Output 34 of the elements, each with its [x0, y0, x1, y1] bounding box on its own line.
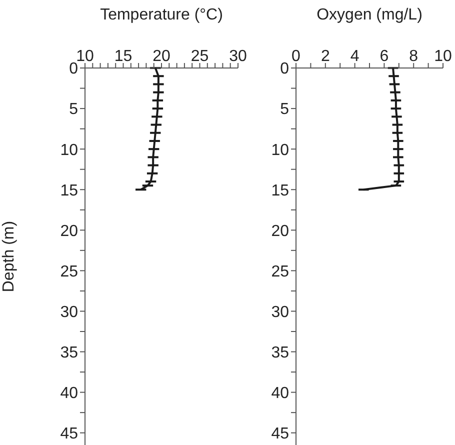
x-tick-label: 4	[350, 48, 360, 65]
x-tick-label: 25	[190, 48, 209, 65]
y-tick-label: 5	[280, 101, 290, 118]
y-tick-label: 10	[60, 142, 78, 159]
y-tick-label: 45	[271, 426, 290, 443]
y-tick-label: 5	[69, 101, 78, 118]
y-tick-label: 0	[69, 60, 78, 78]
y-tick-label: 10	[271, 142, 290, 159]
y-tick-label: 25	[60, 263, 78, 280]
y-tick-label: 15	[271, 182, 290, 200]
x-tick-label: 20	[152, 48, 170, 65]
x-tick-label: 8	[409, 48, 418, 65]
y-tick-label: 35	[271, 344, 290, 362]
y-tick-label: 40	[60, 384, 78, 402]
x-tick-label: 10	[434, 48, 452, 65]
y-tick-label: 0	[280, 60, 290, 78]
y-tick-label: 45	[60, 426, 78, 443]
x-tick-label: 2	[320, 48, 330, 65]
line-series	[362, 68, 400, 191]
x-axis-title: Temperature (°C)	[100, 6, 223, 24]
y-tick-label: 30	[60, 304, 78, 321]
x-tick-label: 15	[114, 48, 132, 65]
y-tick-label: 15	[60, 182, 78, 200]
x-axis-title: Oxygen (mg/L)	[316, 6, 422, 24]
y-tick-label: 25	[271, 263, 290, 280]
x-tick-label: 30	[229, 48, 247, 65]
y-tick-label: 40	[271, 384, 290, 402]
x-tick-label: 0	[292, 48, 301, 65]
y-tick-label: 30	[271, 304, 290, 321]
x-tick-label: 6	[380, 48, 389, 65]
y-axis-title: Depth (m)	[0, 220, 18, 292]
y-tick-label: 35	[60, 344, 78, 362]
y-tick-label: 20	[271, 222, 290, 240]
y-tick-label: 20	[60, 222, 78, 240]
